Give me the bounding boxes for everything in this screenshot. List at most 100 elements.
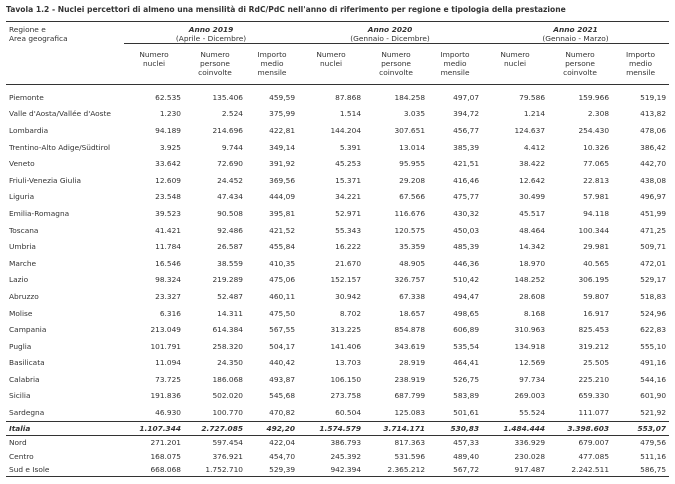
region-name: Basilicata [9, 358, 45, 368]
cell: 4.412 [523, 142, 546, 152]
cell: 79.586 [519, 92, 546, 102]
cell: 60.504 [335, 408, 362, 418]
cell: 479,56 [640, 438, 667, 448]
region-name: Toscana [9, 225, 39, 235]
region-name: Centro [9, 451, 34, 461]
cell: 622,83 [640, 325, 667, 335]
cell: 28.919 [399, 358, 426, 368]
cell: 245.392 [330, 451, 362, 461]
cell: 3.398.603 [548, 420, 613, 436]
cell: 25.505 [583, 358, 610, 368]
table-row: Umbria 11.784 26.587 455,84 16.222 35.359 485,… [6, 238, 669, 255]
year: Anno 2019 [188, 25, 234, 34]
cell: 493,87 [269, 374, 296, 384]
column-header: Numero nuclei [298, 43, 365, 85]
cell: 614.384 [212, 325, 243, 335]
cell: 410,35 [269, 258, 296, 268]
cell: 191.836 [150, 391, 181, 401]
cell: 455,84 [269, 242, 296, 252]
subheader-row: Numero nuclei Numero persone coinvolte Imp… [6, 43, 670, 85]
cell: 1.107.344 [124, 420, 184, 436]
cell: 494,47 [453, 291, 480, 301]
region-name: Marche [9, 258, 37, 268]
cell: 475,50 [269, 308, 296, 318]
cell: 111.077 [578, 408, 610, 418]
table-row: Piemonte 62.535 135.406 459,59 87.868 184.258… [6, 85, 669, 106]
cell: 521,92 [640, 408, 667, 418]
cell: 12.642 [519, 175, 546, 185]
cell: 168.075 [150, 451, 181, 461]
cell: 567,55 [269, 325, 296, 335]
cell: 679.007 [578, 438, 610, 448]
cell: 52.487 [217, 291, 243, 301]
cell: 24.350 [217, 358, 243, 368]
cell: 555,10 [640, 341, 667, 351]
cell: 92.486 [217, 225, 243, 235]
year: Anno 2021 [553, 25, 598, 34]
cell: 45.253 [335, 159, 362, 169]
cell: 254.430 [578, 125, 610, 135]
column-header: Numero persone coinvolte [184, 43, 246, 85]
cell: 152.157 [330, 275, 362, 285]
cell: 12.569 [519, 358, 546, 368]
cell: 24.452 [217, 175, 243, 185]
cell: 1.514 [339, 109, 362, 119]
table-row: Sicilia 191.836 502.020 545,68 273.758 687.79… [6, 388, 669, 405]
region-name: Puglia [9, 341, 32, 351]
cell: 489,40 [453, 451, 480, 461]
cell: 413,82 [640, 109, 667, 119]
cell: 159.966 [578, 92, 610, 102]
cell: 430,32 [453, 208, 480, 218]
cell: 668.068 [124, 462, 184, 478]
cell: 124.637 [514, 125, 546, 135]
cell: 535,54 [453, 341, 480, 351]
cell: 271.201 [150, 438, 181, 448]
table-row: Basilicata 11.094 24.350 440,42 13.703 28.919… [6, 355, 669, 372]
period: (Aprile - Dicembre) [175, 34, 247, 43]
cell: 391,92 [269, 159, 296, 169]
table-row: Centro 168.075 376.921 454,70 245.392 531.596… [6, 449, 669, 463]
cell: 511,16 [640, 451, 667, 461]
cell: 9.744 [221, 142, 243, 152]
table-row: Molise 6.316 14.311 475,50 8.702 18.657 498,65… [6, 305, 669, 322]
cell: 67.566 [399, 192, 426, 202]
cell: 35.359 [399, 242, 426, 252]
cell: 459,59 [269, 92, 296, 102]
cell: 497,07 [453, 92, 480, 102]
cell: 16.222 [335, 242, 362, 252]
cell: 213.049 [150, 325, 181, 335]
cell: 18.970 [519, 258, 546, 268]
cell: 336.929 [514, 438, 546, 448]
cell: 1.484.444 [482, 420, 549, 436]
cell: 55.524 [519, 408, 546, 418]
region-name: Sicilia [9, 391, 31, 401]
region-name: Valle d'Aosta/Vallée d'Aoste [9, 109, 111, 119]
cell: 6.316 [159, 308, 181, 318]
cell: 438,08 [640, 175, 667, 185]
cell: 125.083 [394, 408, 426, 418]
cell: 659.330 [578, 391, 610, 401]
cell: 134.918 [514, 341, 546, 351]
cell: 1.214 [523, 109, 546, 119]
cell: 2.242.511 [548, 462, 613, 478]
cell: 369,56 [269, 175, 296, 185]
cell: 526,75 [453, 374, 480, 384]
cell: 477.085 [578, 451, 610, 461]
cell: 451,99 [640, 208, 667, 218]
cell: 184.258 [394, 92, 426, 102]
cell: 48.905 [399, 258, 426, 268]
cell: 23.327 [155, 291, 181, 301]
table-row: Lazio 98.324 219.289 475,06 152.157 326.757 51… [6, 272, 669, 289]
cell: 48.464 [519, 225, 546, 235]
region-name: Veneto [9, 159, 35, 169]
cell: 319.212 [578, 341, 610, 351]
cell: 492,20 [246, 420, 299, 436]
cell: 2.308 [587, 109, 610, 119]
cell: 14.342 [519, 242, 546, 252]
table-row: Marche 16.546 38.559 410,35 21.670 48.905 446,… [6, 255, 669, 272]
cell: 38.559 [217, 258, 243, 268]
cell: 942.394 [298, 462, 365, 478]
cell: 416,46 [453, 175, 480, 185]
region-header: Regione e Area geografica [6, 21, 124, 85]
cell: 446,36 [453, 258, 480, 268]
